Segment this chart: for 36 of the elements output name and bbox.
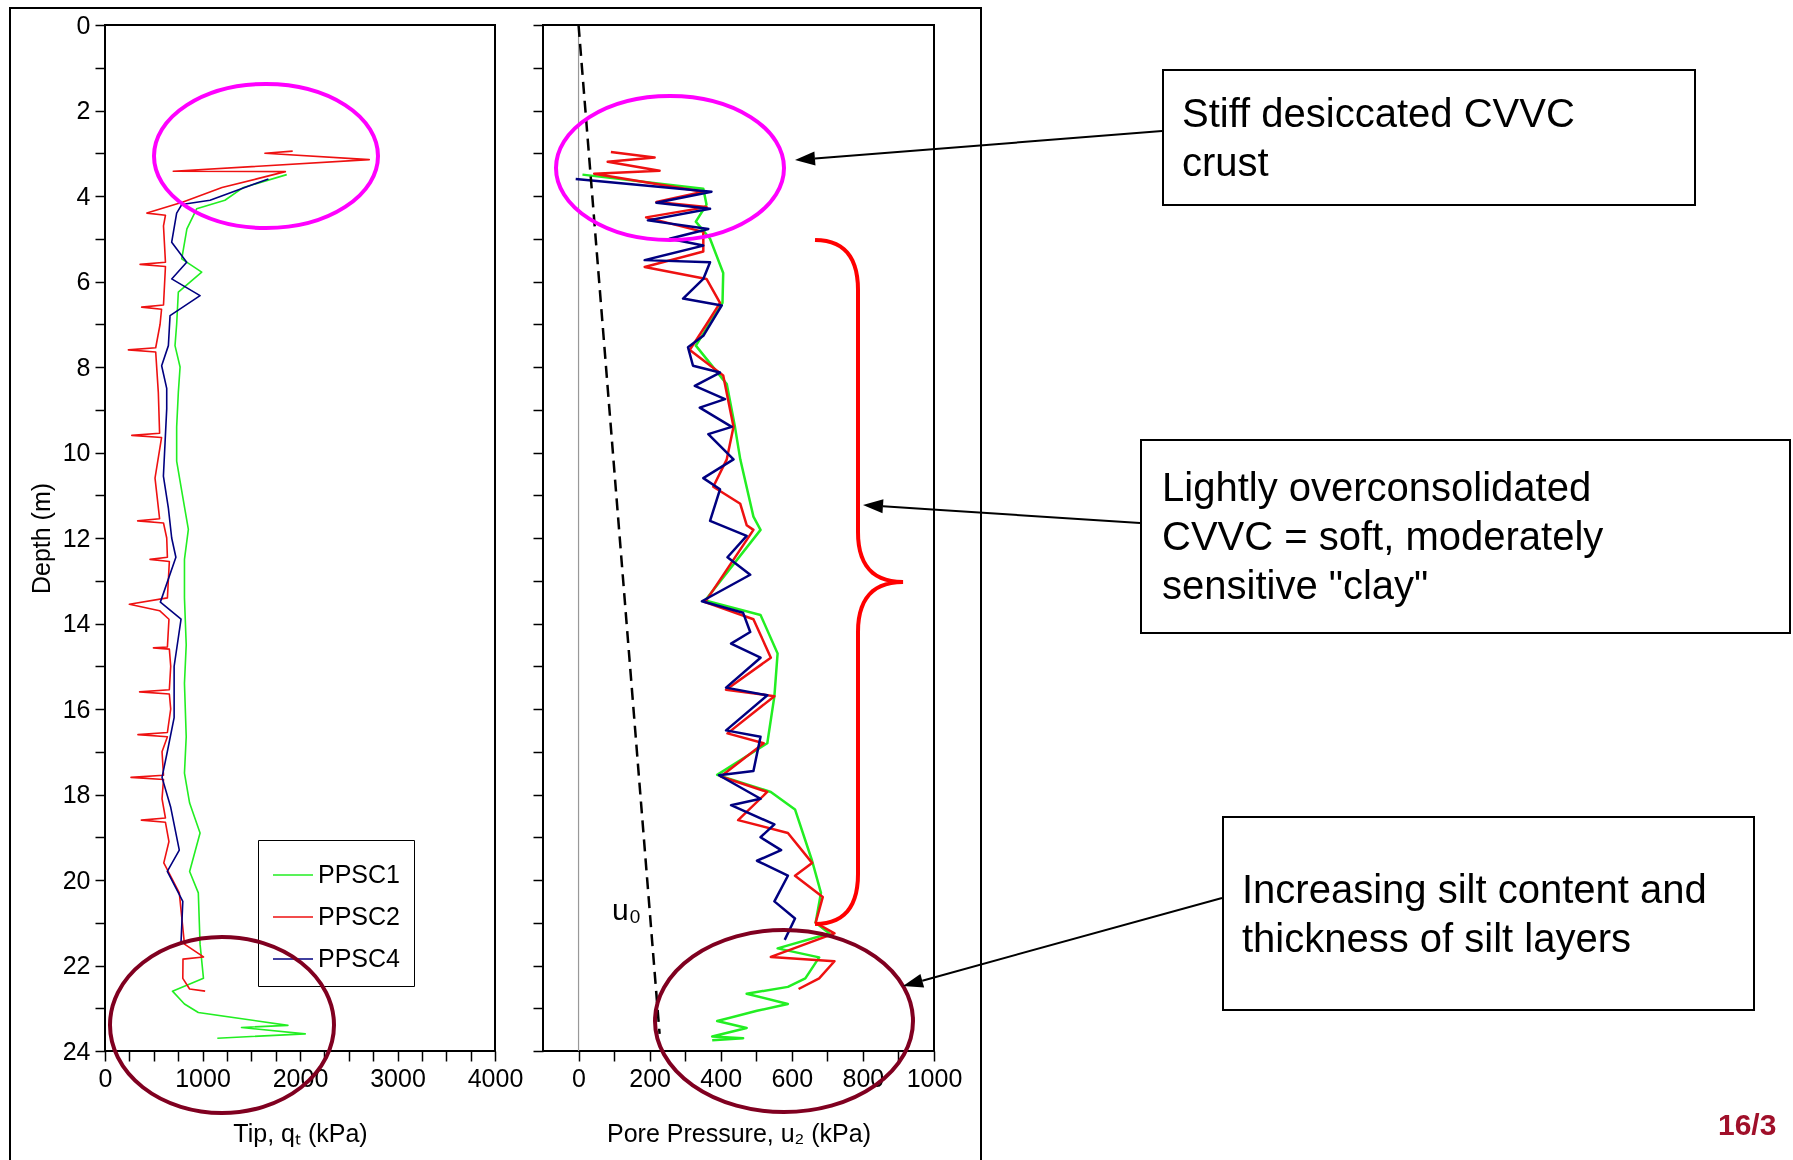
y-tick-label: 14 <box>62 609 91 637</box>
legend-label: PPSC1 <box>318 860 400 888</box>
x-tick-label: 0 <box>98 1063 113 1092</box>
x-tick-label: 1000 <box>175 1063 231 1092</box>
text: Stiff desiccated CVVC crust <box>1182 89 1576 186</box>
text: Increasing silt content and thickness of silt layers <box>1242 865 1708 962</box>
x-tick-label: 4000 <box>467 1063 524 1092</box>
x-tick-label: 600 <box>771 1063 814 1092</box>
x-axis-title: Pore Pressure, u₂ (kPa) <box>607 1118 871 1147</box>
y-tick-label: 24 <box>62 1036 91 1065</box>
line-series <box>171 173 307 1039</box>
x-tick-label: 1000 <box>906 1063 963 1092</box>
y-tick-label: 22 <box>62 951 91 979</box>
x-tick-label: 0 <box>572 1063 586 1092</box>
y-tick-label: 12 <box>62 523 91 552</box>
y-tick-label: 10 <box>62 438 91 466</box>
y-tick-label: 6 <box>76 267 91 295</box>
x-tick-label: 800 <box>842 1063 885 1092</box>
text: Lightly overconsolidated CVVC = soft, moderately sensitive "clay" <box>1162 464 1605 609</box>
y-tick-label: 0 <box>76 10 91 39</box>
line-series <box>159 178 270 943</box>
y-axis-title: Depth (m) <box>26 482 55 595</box>
y-tick-label: 2 <box>76 96 91 124</box>
y-tick-label: 4 <box>76 181 91 210</box>
text: 16/3 <box>1718 1108 1777 1141</box>
x-tick-label: 200 <box>629 1063 671 1092</box>
x-tick-label: 3000 <box>370 1063 426 1092</box>
x-tick-label: 400 <box>700 1063 743 1092</box>
y-tick-label: 16 <box>62 694 91 723</box>
annotation: u₀ <box>612 893 642 926</box>
y-tick-label: 18 <box>62 780 91 808</box>
legend-label: PPSC4 <box>318 944 401 972</box>
y-tick-label: 20 <box>62 865 91 894</box>
legend-label: PPSC2 <box>318 902 400 930</box>
x-axis-title: Tip, qₜ (kPa) <box>233 1118 368 1147</box>
y-tick-label: 8 <box>76 352 91 381</box>
